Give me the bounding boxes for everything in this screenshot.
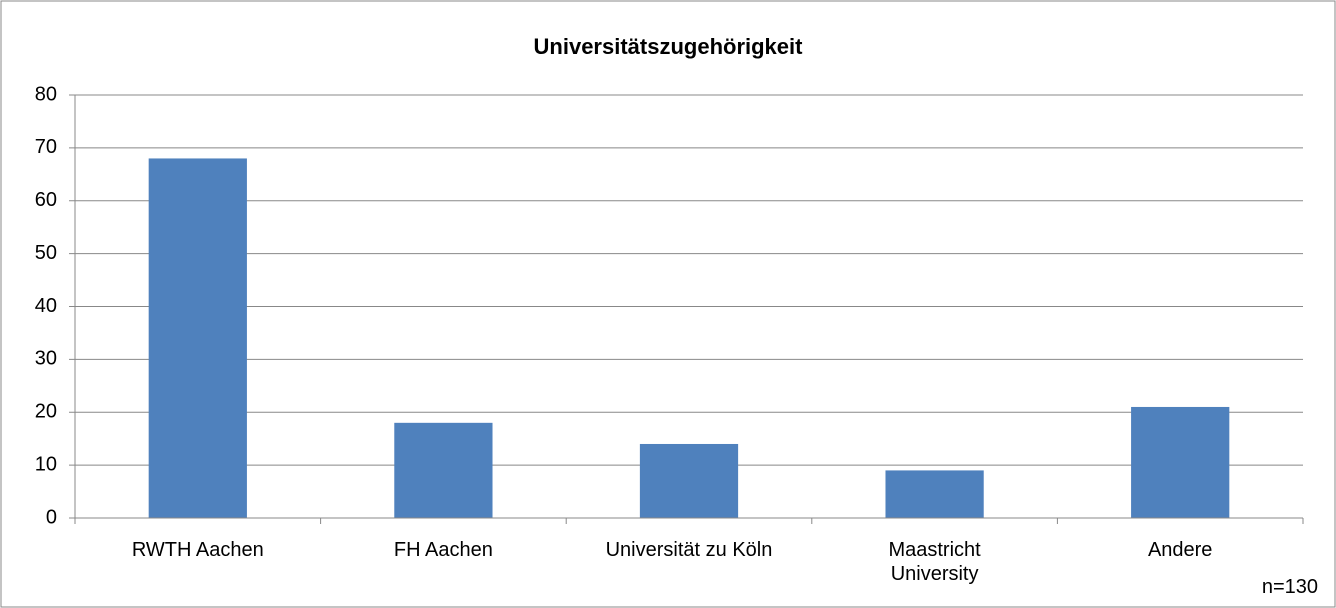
y-tick-label: 60 (35, 189, 57, 211)
y-tick-label: 70 (35, 136, 57, 158)
y-tick-label: 80 (35, 83, 57, 105)
bar (148, 158, 247, 518)
x-tick-label: FH Aachen (393, 539, 493, 561)
y-tick-label: 20 (35, 401, 57, 423)
y-tick-label: 40 (35, 295, 57, 317)
y-tick-label: 10 (35, 453, 57, 475)
bar (885, 470, 984, 518)
y-tick-label: 50 (35, 242, 57, 264)
x-tick-label: RWTH Aachen (131, 539, 264, 561)
x-tick-label: Maastricht University (888, 539, 981, 585)
bar (394, 422, 493, 518)
annotation: n=130 (1261, 576, 1318, 598)
x-tick-label: Andere (1147, 539, 1213, 561)
chart-title: Universitätszugehörigkeit (534, 34, 804, 59)
bar (1131, 406, 1230, 518)
y-tick-label: 30 (35, 348, 57, 370)
y-tick-label: 0 (46, 506, 57, 528)
bar (639, 443, 739, 518)
x-tick-label: Universität zu Köln (605, 539, 773, 561)
